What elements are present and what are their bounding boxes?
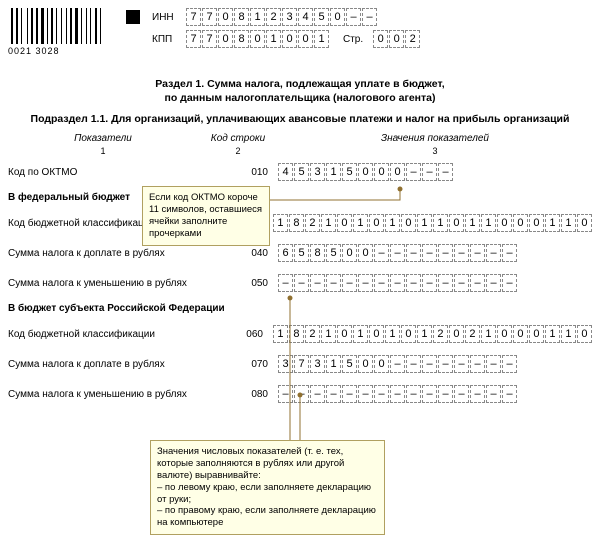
row-sum-um-sub-code: 080	[198, 389, 278, 400]
subtitle: Подраздел 1.1. Для организаций, уплачива…	[8, 113, 592, 125]
col-num-1: 1	[8, 146, 198, 156]
section-subject: В бюджет субъекта Российской Федерации	[8, 303, 592, 314]
kpp-cells: 770801001	[186, 30, 329, 48]
row-sum-dop-fed-code: 040	[198, 248, 278, 259]
callout-numeric: Значения числовых показателей (т. е. тех…	[150, 440, 385, 535]
barcode-number: 0021 3028	[8, 46, 118, 56]
col-header-values: Значения показателей	[278, 133, 592, 144]
col-num-3: 3	[278, 146, 592, 156]
inn-cells: 7708123450––	[186, 8, 377, 26]
section-federal: В федеральный бюджет	[8, 192, 592, 203]
page-cells: 002	[373, 30, 420, 48]
row-sum-dop-fed-label: Сумма налога к доплате в рублях	[8, 248, 198, 259]
title-line2: по данным налогоплательщика (налогового …	[8, 92, 592, 106]
row-sum-dop-sub-code: 070	[198, 359, 278, 370]
barcode	[8, 8, 118, 44]
row-sum-um-sub-label: Сумма налога к уменьшению в рублях	[8, 389, 198, 400]
row-kbk-sub-code: 060	[194, 329, 273, 340]
row-sum-um-fed-code: 050	[198, 278, 278, 289]
row-sum-um-sub-cells: –––––––––––––––	[278, 385, 592, 403]
row-oktmo-cells: 45315000–––	[278, 163, 592, 181]
barcode-block: 0021 3028	[8, 8, 118, 56]
row-sum-dop-sub-cells: 3731500––––––––	[278, 355, 592, 373]
row-sum-um-fed-label: Сумма налога к уменьшению в рублях	[8, 278, 198, 289]
row-kbk-sub-label: Код бюджетной классификации	[8, 329, 194, 340]
inn-label: ИНН	[152, 12, 180, 23]
page-label: Стр.	[343, 34, 363, 45]
callout-oktmo: Если код ОКТМО короче 11 символов, остав…	[142, 186, 270, 246]
row-kbk-sub-cells: 18210101012021000110	[273, 325, 592, 343]
row-sum-um-fed-cells: –––––––––––––––	[278, 274, 592, 292]
row-kbk-fed-cells: 18210101011011000110	[273, 214, 592, 232]
callout-numeric-text: Значения числовых показателей (т. е. тех…	[157, 446, 376, 528]
row-sum-dop-fed-cells: 658500–––––––––	[278, 244, 592, 262]
row-oktmo-code: 010	[198, 167, 278, 178]
kpp-label: КПП	[152, 34, 180, 45]
row-oktmo-label: Код по ОКТМО	[8, 167, 198, 178]
col-header-indicators: Показатели	[8, 133, 198, 144]
callout-oktmo-text: Если код ОКТМО короче 11 символов, остав…	[149, 192, 262, 239]
marker-square	[126, 10, 140, 24]
col-num-2: 2	[198, 146, 278, 156]
title-line1: Раздел 1. Сумма налога, подлежащая уплат…	[8, 78, 592, 92]
col-header-code: Код строки	[198, 133, 278, 144]
row-sum-dop-sub-label: Сумма налога к доплате в рублях	[8, 359, 198, 370]
